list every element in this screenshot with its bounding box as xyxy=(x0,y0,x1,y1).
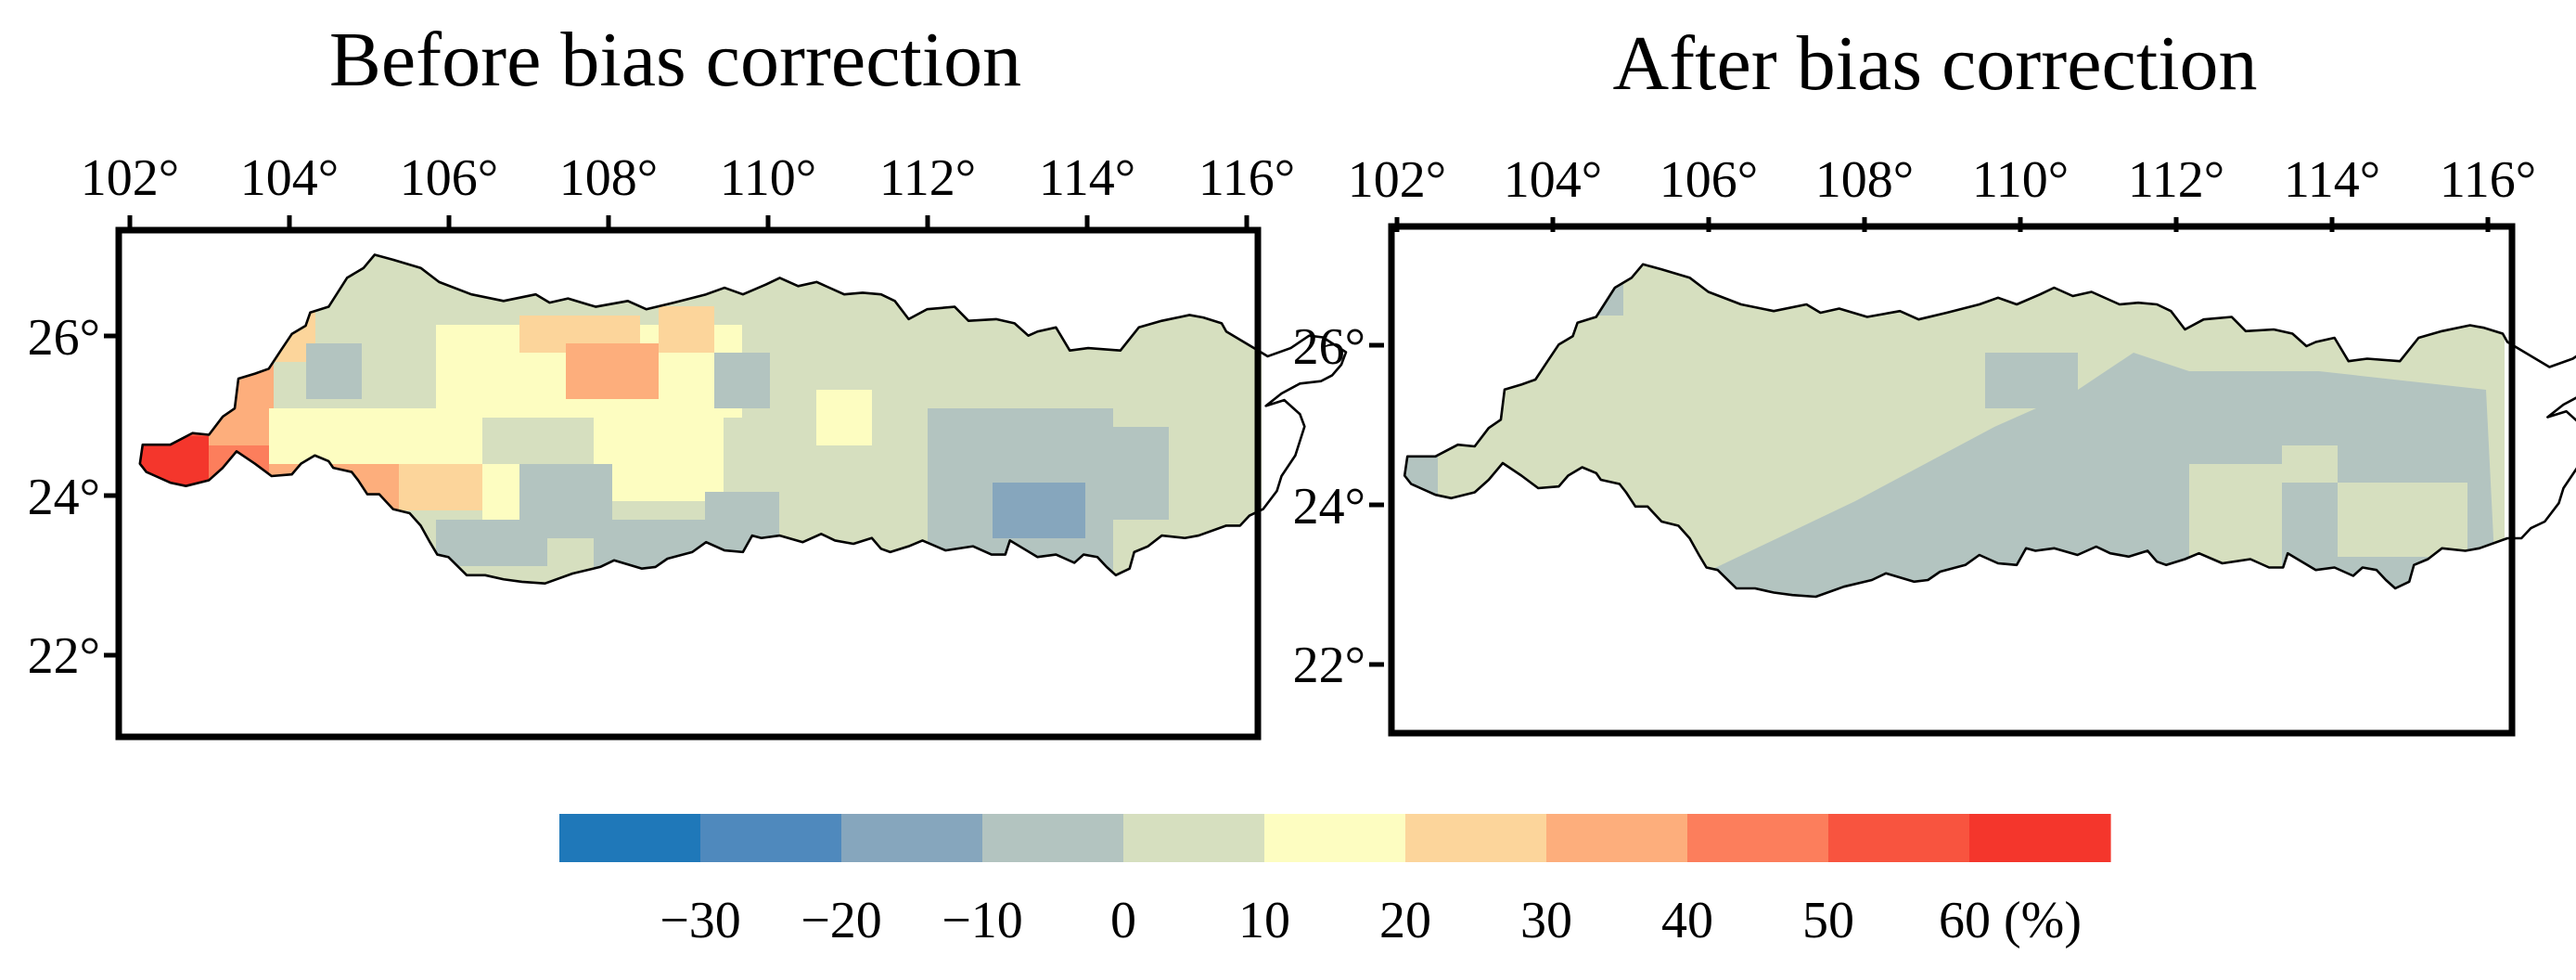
panel-before-x-tick-label: 102° xyxy=(81,149,179,207)
colorbar-label: 10 xyxy=(1238,892,1290,949)
bias-cell xyxy=(1762,612,1800,650)
bias-cell xyxy=(2282,445,2338,483)
bias-cell xyxy=(399,464,482,510)
bias-cell xyxy=(928,622,1020,659)
bias-cell xyxy=(538,640,631,687)
colorbar-label: 60 (%) xyxy=(1939,892,2082,949)
panel-after-y-tick-labels: 26° 24° 22° xyxy=(1293,318,1365,694)
bias-cell xyxy=(1404,353,2505,597)
bias-cell xyxy=(659,306,714,353)
colorbar-segment xyxy=(1969,814,2111,862)
bias-cell xyxy=(566,343,659,399)
colorbar-segment xyxy=(841,814,983,862)
colorbar-segment xyxy=(1405,814,1547,862)
bias-cell xyxy=(519,612,612,650)
colorbar-labels: −30 −20 −10 0 10 20 30 40 50 60 (%) xyxy=(660,892,2082,949)
colorbar-label: 50 xyxy=(1802,892,1854,949)
panel-before-basin-outline xyxy=(140,254,1346,583)
bias-cell xyxy=(2189,585,2226,597)
bias-cell xyxy=(209,445,274,520)
bias-cell xyxy=(1985,353,2078,408)
bias-cell xyxy=(993,483,1085,538)
colorbar-segment xyxy=(982,814,1124,862)
bias-cell xyxy=(186,529,325,548)
colorbar-segment xyxy=(1264,814,1406,862)
colorbar-segment xyxy=(1546,814,1688,862)
colorbar-segment xyxy=(1828,814,1970,862)
panel-after-basin-outline xyxy=(1404,264,2576,597)
bias-cell xyxy=(269,254,325,288)
panel-after-title: After bias correction xyxy=(1612,20,2257,107)
colorbar-label: 0 xyxy=(1110,892,1136,949)
bias-cell xyxy=(306,343,362,399)
colorbar-segments xyxy=(559,814,2111,862)
panel-after-x-tick-labels: 102° 104° 106° 108° 110° 112° 114° 116° xyxy=(1348,151,2536,209)
colorbar: −30 −20 −10 0 10 20 30 40 50 60 (%) xyxy=(559,814,2111,949)
panel-before-bias-field xyxy=(139,254,1262,687)
bias-cell xyxy=(1113,427,1169,520)
panel-before-y-tick-label: 24° xyxy=(28,469,100,526)
bias-cell xyxy=(798,575,928,584)
colorbar-segment xyxy=(1687,814,1829,862)
panel-after-x-tick-label: 106° xyxy=(1660,151,1758,209)
colorbar-label: 40 xyxy=(1661,892,1713,949)
panel-after-x-tick-label: 108° xyxy=(1815,151,1914,209)
panel-after-x-tick-label: 104° xyxy=(1504,151,1602,209)
bias-cell xyxy=(139,520,232,548)
panel-after-y-tick-label: 24° xyxy=(1293,478,1365,535)
panel-before-x-tick-label: 110° xyxy=(720,149,816,207)
panel-before-x-tick-labels: 102° 104° 106° 108° 110° 112° 114° 116° xyxy=(81,149,1295,207)
panel-after-y-tick-label: 26° xyxy=(1293,318,1365,376)
panel-after-x-tick-label: 102° xyxy=(1348,151,1446,209)
panel-after-y-ticks xyxy=(1369,342,1384,667)
bias-cell xyxy=(612,594,761,622)
panel-before-x-ticks xyxy=(127,215,1250,230)
bias-cell xyxy=(705,492,779,575)
panel-before-x-tick-label: 104° xyxy=(240,149,339,207)
panel-after-frame xyxy=(1388,223,2516,737)
colorbar-label: −30 xyxy=(660,892,741,949)
bias-cell xyxy=(1540,264,1623,316)
colorbar-segment xyxy=(559,814,701,862)
panel-after-y-tick-label: 22° xyxy=(1293,637,1365,694)
bias-cell xyxy=(241,278,315,362)
colorbar-label: 30 xyxy=(1520,892,1572,949)
bias-cell xyxy=(2189,464,2282,594)
panel-before-y-tick-label: 22° xyxy=(28,627,100,685)
panel-after: After bias correction 102° 104° 106° 108… xyxy=(1293,20,2576,737)
panel-after-x-tick-label: 116° xyxy=(2440,151,2536,209)
panel-before-x-tick-label: 114° xyxy=(1039,149,1135,207)
bias-cell xyxy=(714,353,770,408)
panel-before-y-tick-labels: 26° 24° 22° xyxy=(28,309,100,685)
panel-after-x-tick-label: 112° xyxy=(2128,151,2224,209)
panel-before-x-tick-label: 108° xyxy=(559,149,658,207)
panel-after-x-tick-label: 110° xyxy=(1972,151,2069,209)
bias-cell xyxy=(798,612,1002,650)
bias-cell xyxy=(816,390,872,445)
panel-before-title: Before bias correction xyxy=(329,17,1021,103)
panel-before-y-tick-label: 26° xyxy=(28,309,100,367)
panel-after-bias-field xyxy=(1404,264,2505,650)
colorbar-label: −10 xyxy=(942,892,1023,949)
bias-cell xyxy=(2338,483,2467,557)
bias-cell xyxy=(594,520,705,584)
colorbar-label: −20 xyxy=(801,892,882,949)
bias-cell xyxy=(1484,492,1540,520)
colorbar-label: 20 xyxy=(1379,892,1431,949)
panel-before-x-tick-label: 112° xyxy=(879,149,976,207)
panel-before: Before bias correction 102° 104° 106° 10… xyxy=(28,17,1346,741)
panel-before-x-tick-label: 106° xyxy=(400,149,498,207)
colorbar-segment xyxy=(1123,814,1265,862)
bias-cell xyxy=(2421,408,2477,445)
panel-before-frame xyxy=(115,226,1262,741)
bias-cell xyxy=(209,362,274,445)
panel-after-x-tick-label: 114° xyxy=(2284,151,2380,209)
panel-before-x-tick-label: 116° xyxy=(1198,149,1295,207)
bias-cell xyxy=(436,520,547,566)
colorbar-segment xyxy=(700,814,842,862)
